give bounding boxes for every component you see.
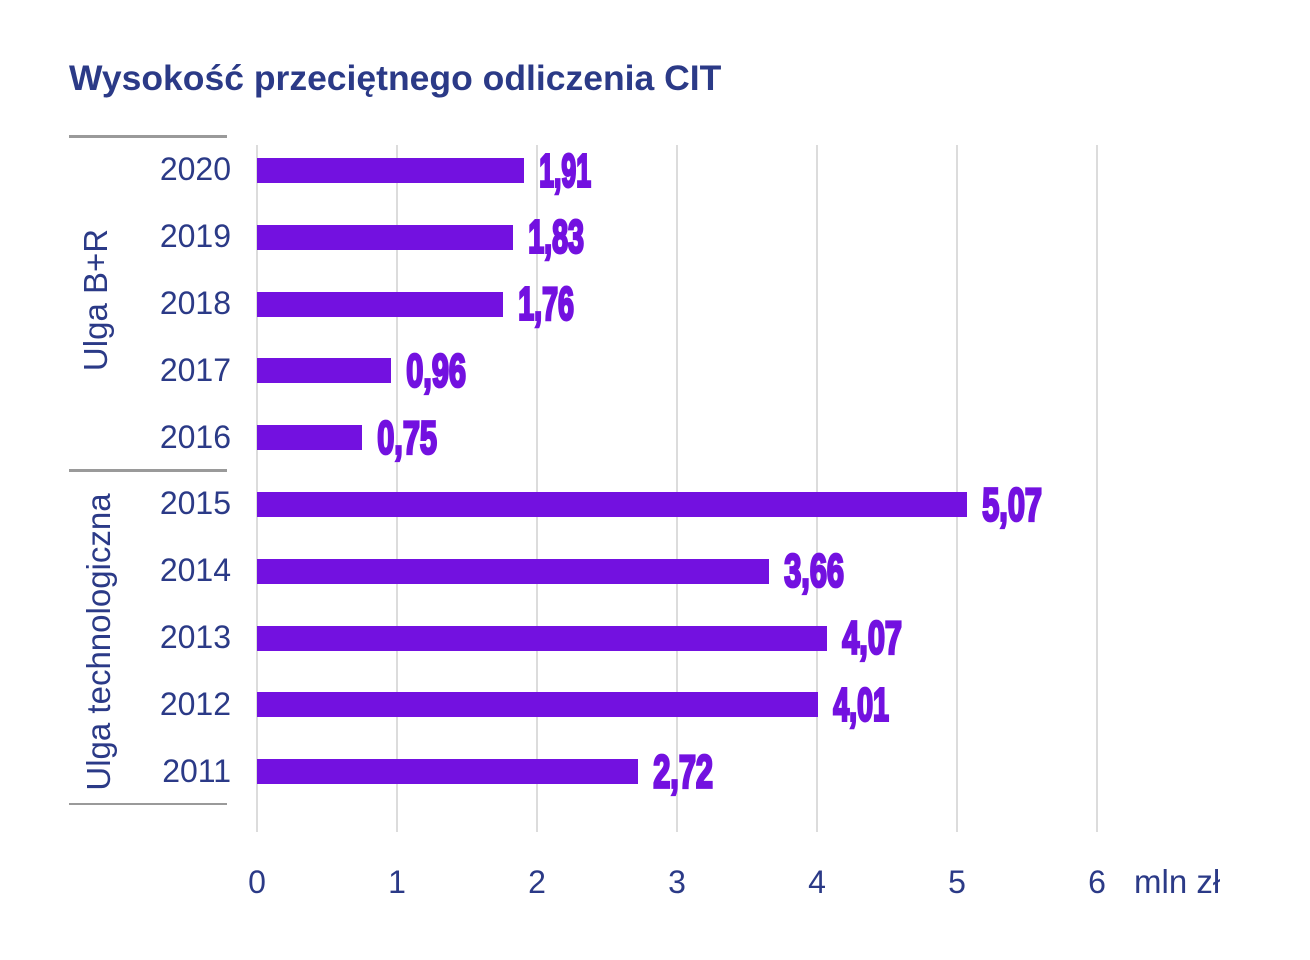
svg-text:4,07: 4,07	[842, 614, 902, 665]
svg-text:1,91: 1,91	[539, 144, 591, 195]
svg-text:1,76: 1,76	[518, 279, 574, 331]
svg-text:3,66: 3,66	[784, 547, 844, 598]
svg-text:0,96: 0,96	[406, 347, 466, 398]
svg-text:4,01: 4,01	[833, 680, 889, 732]
svg-text:2,72: 2,72	[653, 747, 713, 798]
svg-text:0,75: 0,75	[377, 413, 437, 464]
svg-text:1,83: 1,83	[528, 212, 584, 264]
svg-text:5,07: 5,07	[982, 480, 1042, 531]
